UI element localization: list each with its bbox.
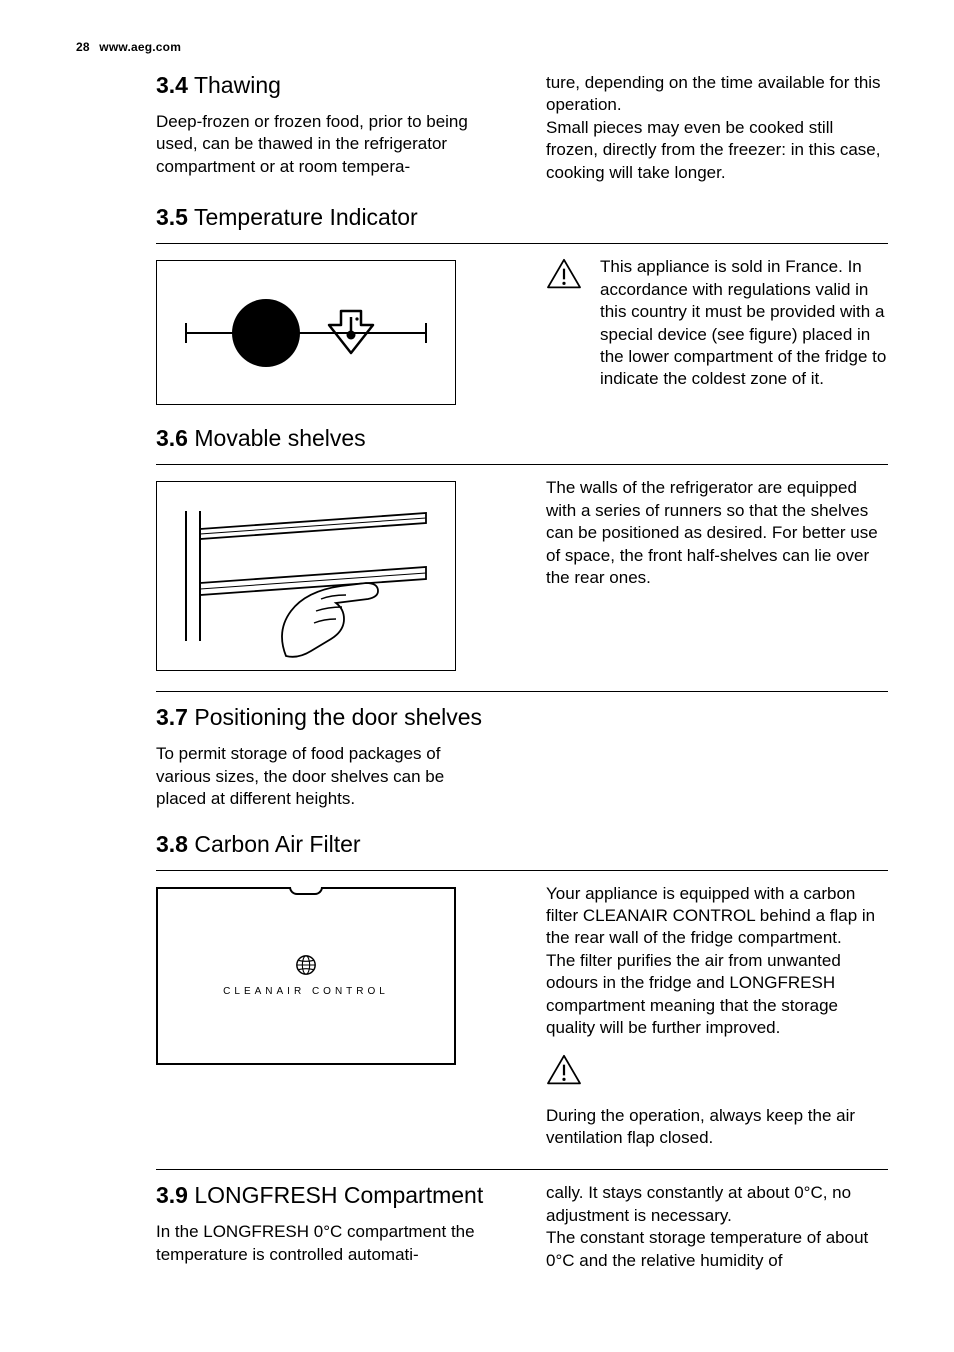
- s34-p1: Deep-frozen or frozen food, prior to bei…: [156, 111, 498, 178]
- section-3-8-heading: 3.8 Carbon Air Filter: [156, 831, 888, 858]
- s38-p2: The filter purifies the air from unwante…: [546, 950, 888, 1040]
- s34-p3: Small pieces may even be cooked still fr…: [546, 117, 888, 184]
- s39-p2: cally. It stays constantly at about 0°C,…: [546, 1182, 888, 1227]
- s38-p1: Your appliance is equipped with a carbon…: [546, 883, 888, 950]
- section-3-5-heading: 3.5 Temperature Indicator: [156, 204, 888, 231]
- divider: [156, 691, 888, 692]
- s39-p3: The constant storage temperature of abou…: [546, 1227, 888, 1272]
- s36-p1: The walls of the refrigerator are equipp…: [546, 477, 888, 589]
- section-3-4-heading: 3.4 Thawing: [156, 72, 498, 99]
- section-3-9-heading: 3.9 LONGFRESH Compartment: [156, 1182, 498, 1209]
- movable-shelves-figure: [156, 481, 456, 671]
- header-url: www.aeg.com: [99, 40, 181, 54]
- divider: [156, 464, 888, 465]
- divider: [156, 1169, 888, 1170]
- filter-label: CLEANAIR CONTROL: [223, 986, 389, 997]
- s39-p1: In the LONGFRESH 0°C compartment the tem…: [156, 1221, 498, 1266]
- page-header: 28 www.aeg.com: [76, 40, 888, 54]
- s38-p3: During the operation, always keep the ai…: [546, 1105, 888, 1150]
- section-3-6-heading: 3.6 Movable shelves: [156, 425, 888, 452]
- divider: [156, 243, 888, 244]
- warning-icon: [546, 1054, 582, 1086]
- page-number: 28: [76, 40, 90, 54]
- globe-icon: [295, 954, 317, 976]
- section-3-7-heading: 3.7 Positioning the door shelves: [156, 704, 498, 731]
- s37-p1: To permit storage of food packages of va…: [156, 743, 498, 810]
- temperature-indicator-figure: [156, 260, 456, 405]
- s34-p2: ture, depending on the time available fo…: [546, 72, 888, 117]
- s35-p1: This appliance is sold in France. In acc…: [600, 256, 888, 391]
- carbon-air-filter-figure: CLEANAIR CONTROL: [156, 887, 456, 1065]
- divider: [156, 870, 888, 871]
- warning-icon: [546, 258, 582, 290]
